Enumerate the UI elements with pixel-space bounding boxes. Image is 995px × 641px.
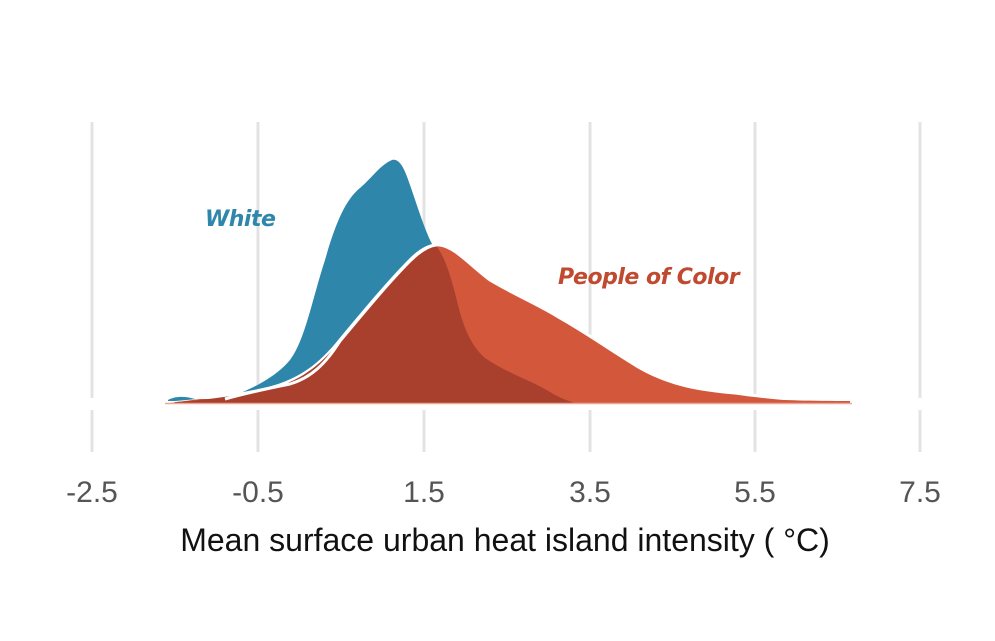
label-people-of-color: People of Color	[558, 265, 740, 290]
x-tick: -0.5	[232, 476, 284, 509]
label-white: White	[205, 207, 276, 232]
x-tick: -2.5	[66, 476, 118, 509]
x-tick: 7.5	[899, 476, 941, 509]
overlap-area	[175, 246, 575, 403]
x-tick: 1.5	[403, 476, 445, 509]
x-tick: 5.5	[734, 476, 776, 509]
x-tick: 3.5	[569, 476, 611, 509]
x-axis-label: Mean surface urban heat island intensity…	[180, 522, 830, 558]
